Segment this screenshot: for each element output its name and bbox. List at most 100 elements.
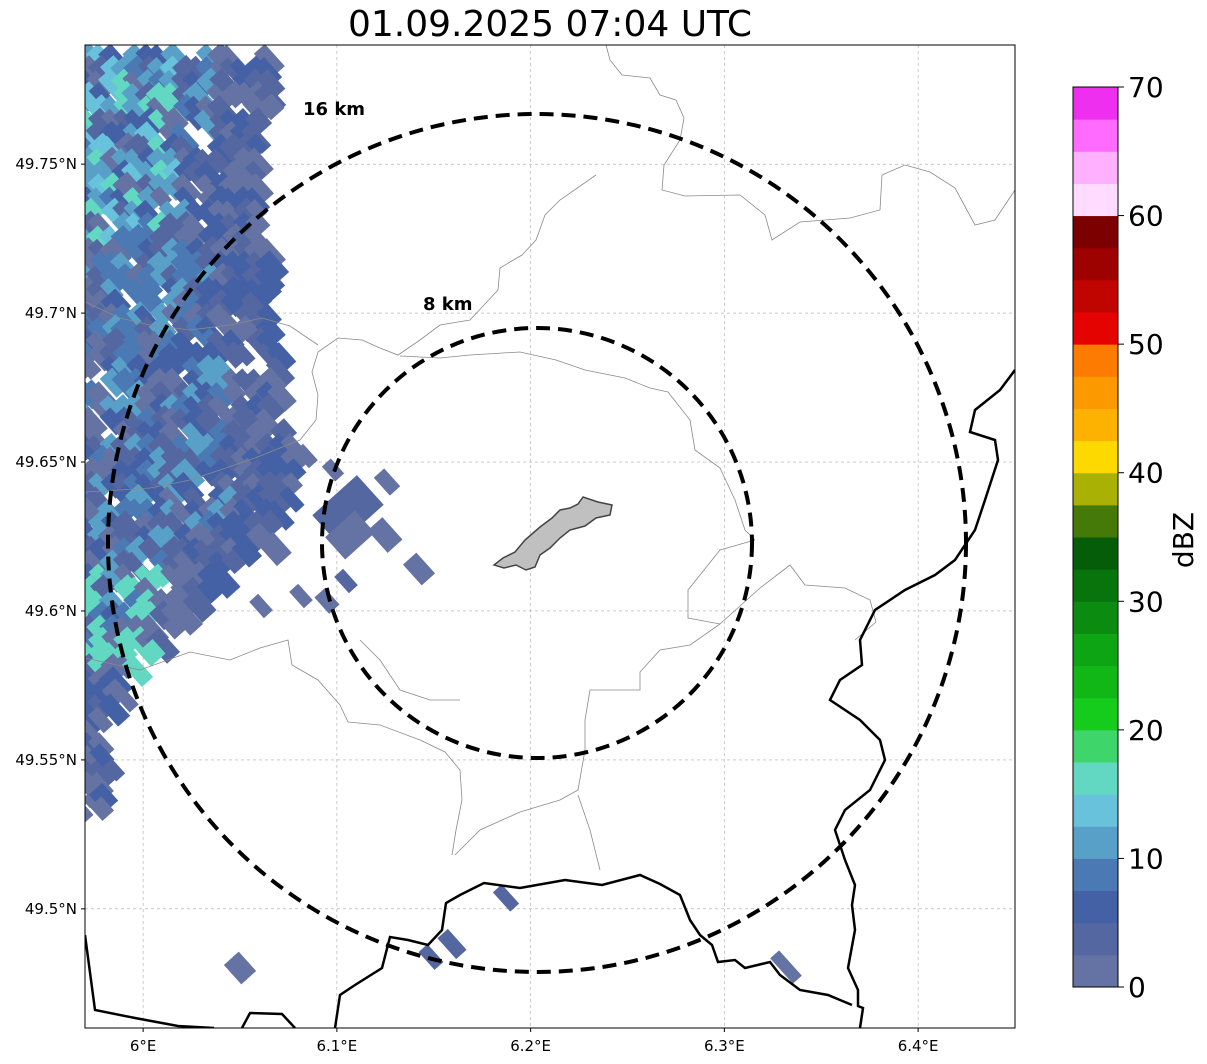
radar-echo-cell	[137, 638, 166, 667]
colorbar-block	[1073, 504, 1118, 538]
radar-echo-cell	[98, 693, 131, 727]
colorbar-block	[1073, 601, 1118, 634]
lon-tick-label: 6.3°E	[704, 1037, 745, 1055]
radar-echo-cell	[249, 593, 273, 619]
commune-boundary	[254, 174, 597, 459]
colorbar-block	[1073, 858, 1118, 892]
radar-echo-cell	[85, 525, 88, 550]
radar-echo-cell	[265, 356, 296, 387]
colorbar-block	[1073, 376, 1118, 409]
radar-echo-cell	[232, 483, 264, 516]
radar-echo-cell	[125, 535, 155, 565]
radar-echo-cell	[209, 524, 232, 547]
range-ring-16km	[106, 112, 968, 974]
colorbar-block	[1073, 247, 1118, 281]
radar-echo-cell	[121, 654, 154, 688]
longitude-axis: 6°E 6.1°E 6.2°E 6.3°E 6.4°E	[130, 1028, 939, 1055]
radar-echo-cell	[196, 575, 225, 604]
radar-echo-cell	[437, 928, 467, 960]
colorbar-block	[1073, 151, 1118, 184]
commune-boundary	[577, 794, 601, 871]
radar-echo-cell	[267, 342, 297, 372]
radar-echo-cell	[294, 443, 318, 469]
radar-echo-cell	[255, 315, 286, 347]
radar-echo-cell	[241, 278, 273, 311]
radar-echo-cell	[267, 381, 297, 412]
radar-echo-cell	[255, 68, 286, 100]
colorbar-block	[1073, 954, 1118, 988]
colorbar-tick-label: 60	[1128, 200, 1164, 233]
radar-echo-cell	[85, 796, 94, 827]
map-title: 01.09.2025 07:04 UTC	[347, 4, 753, 45]
radar-echo-cell	[172, 550, 196, 575]
radar-echo-cell	[85, 793, 96, 809]
radar-echo-cell	[148, 563, 173, 588]
radar-echo-cell	[314, 588, 340, 614]
colorbar: 0 10 20 30 40 50 60 70 dBZ	[1072, 71, 1200, 1004]
radar-echo-cell	[85, 486, 88, 512]
map-frame	[84, 44, 1016, 1029]
commune-boundary	[85, 457, 256, 493]
lon-tick-label: 6.1°E	[316, 1037, 357, 1055]
colorbar-block	[1073, 826, 1118, 859]
lat-tick-label: 49.55°N	[15, 751, 77, 769]
radar-echo-cell	[109, 681, 139, 713]
radar-echo-cell	[244, 107, 273, 135]
radar-echo-cell	[254, 250, 290, 286]
radar-echo-cell	[268, 484, 297, 513]
colorbar-tick-label: 40	[1128, 457, 1164, 490]
colorbar-tick-label: 70	[1128, 71, 1164, 104]
radar-echo-cell	[492, 884, 520, 912]
radar-echo-cell	[256, 303, 282, 330]
radar-echo-cell	[87, 706, 114, 734]
radar-echo-cell	[88, 782, 119, 814]
range-ring-label-8km: 8 km	[423, 294, 473, 315]
radar-echo-cell	[85, 211, 88, 235]
radar-echo-cell	[182, 588, 217, 623]
colorbar-block	[1073, 312, 1118, 345]
colorbar-block	[1073, 762, 1118, 795]
radar-echo-cell	[100, 653, 129, 682]
radar-echo-cell	[242, 172, 274, 205]
radar-echo-cell	[102, 758, 126, 782]
colorbar-tick-label: 10	[1128, 842, 1164, 875]
colorbar-block	[1073, 183, 1118, 217]
lat-tick-label: 49.7°N	[25, 304, 77, 322]
colorbar-block	[1073, 408, 1118, 442]
colorbar-label: dBZ	[1167, 512, 1200, 568]
commune-boundary	[687, 539, 877, 641]
radar-echo-cell	[170, 602, 204, 636]
radar-echo-cell	[169, 537, 203, 572]
radar-echo-cell	[258, 531, 292, 567]
radar-echo-cell	[89, 796, 115, 821]
radar-echo-cell	[170, 458, 206, 494]
radar-echo-cell	[245, 211, 271, 237]
colorbar-block	[1073, 922, 1118, 956]
colorbar-block	[1073, 119, 1118, 152]
colorbar-tick-label: 20	[1128, 714, 1164, 747]
radar-echo-cell	[242, 147, 274, 180]
range-ring-label-16km: 16 km	[303, 99, 365, 120]
radar-echo-cell	[85, 406, 108, 441]
radar-echo-cell	[101, 446, 123, 469]
radar-echo-cell	[85, 354, 102, 380]
radar-echo-cell	[145, 628, 181, 664]
radar-echo-cell	[373, 468, 401, 496]
radar-echo-cell	[281, 472, 303, 494]
colorbar-scale	[1073, 87, 1118, 988]
national-border	[85, 369, 1015, 1028]
radar-echo-cell	[169, 122, 200, 155]
radar-echo-cell	[256, 393, 286, 423]
radar-echo-cell	[223, 951, 257, 985]
commune-boundary	[454, 623, 721, 856]
commune-boundary	[85, 639, 463, 856]
radar-echo-cell	[253, 45, 285, 76]
commune-boundary	[85, 301, 319, 346]
commune-boundary	[605, 45, 1015, 241]
radar-echo-cell	[85, 707, 103, 737]
lon-tick-label: 6.4°E	[898, 1037, 939, 1055]
latitude-axis: 49.5°N 49.55°N 49.6°N 49.65°N 49.7°N 49.75°N	[15, 155, 85, 918]
colorbar-block	[1073, 633, 1118, 667]
radar-echo-cell	[113, 601, 137, 625]
